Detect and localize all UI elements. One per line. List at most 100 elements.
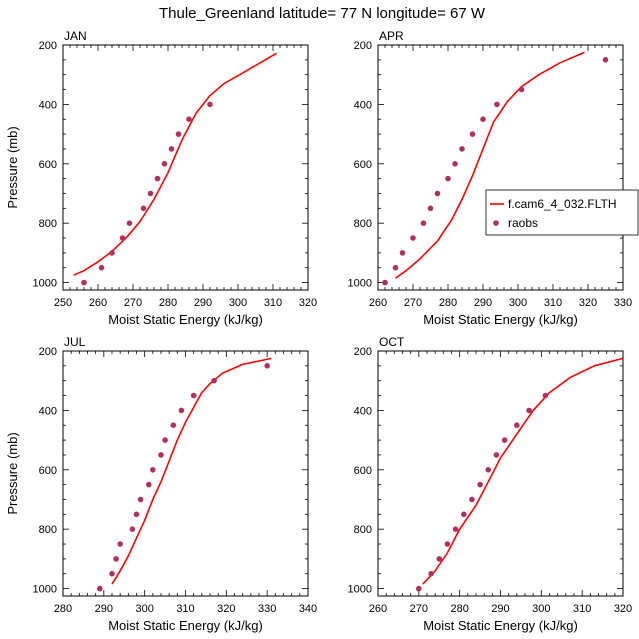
legend-obs-label: raobs <box>508 216 538 230</box>
raobs-point <box>452 526 459 532</box>
x-tick-label: 310 <box>544 297 562 309</box>
x-tick-label: 300 <box>532 603 550 615</box>
raobs-point <box>162 437 168 443</box>
raobs-point <box>186 116 192 122</box>
raobs-point <box>117 541 123 547</box>
legend-model-label: f.cam6_4_032.FLTH <box>508 197 617 211</box>
raobs-point <box>119 235 126 241</box>
raobs-point <box>420 220 427 226</box>
raobs-point <box>461 511 467 518</box>
y-tick-label: 200 <box>354 40 372 52</box>
raobs-point <box>452 161 458 167</box>
y-tick-label: 1000 <box>33 278 57 290</box>
raobs-point <box>444 541 451 547</box>
x-axis-label: Moist Static Energy (kJ/kg) <box>423 618 578 633</box>
raobs-point <box>542 392 549 399</box>
y-tick-label: 400 <box>39 405 57 417</box>
raobs-point <box>436 556 443 562</box>
y-axis-label: Pressure (mb) <box>5 126 20 208</box>
raobs-point <box>175 131 182 137</box>
raobs-point <box>469 496 475 503</box>
legend: f.cam6_4_032.FLTH raobs <box>485 189 639 236</box>
x-tick-label: 310 <box>176 603 194 615</box>
raobs-point <box>109 250 115 256</box>
x-tick-label: 300 <box>229 297 247 309</box>
raobs-point <box>445 175 451 182</box>
x-tick-label: 300 <box>135 603 153 615</box>
x-tick-label: 280 <box>54 603 72 615</box>
y-tick-label: 600 <box>354 465 372 477</box>
x-tick-label: 280 <box>450 603 468 615</box>
raobs-point <box>602 57 609 63</box>
y-tick-label: 600 <box>354 159 372 171</box>
legend-box <box>485 189 639 236</box>
y-tick-label: 1000 <box>33 584 57 596</box>
y-tick-label: 600 <box>39 465 57 477</box>
raobs-point <box>480 116 486 122</box>
x-tick-label: 270 <box>404 297 422 309</box>
raobs-point <box>154 175 161 182</box>
raobs-point <box>170 422 177 429</box>
plot-frame <box>62 350 309 597</box>
raobs-point <box>493 452 500 458</box>
panel-label: JUL <box>64 335 86 349</box>
y-tick-label: 400 <box>39 99 57 111</box>
raobs-point <box>410 235 416 241</box>
raobs-point <box>146 481 152 488</box>
raobs-point <box>158 452 164 458</box>
x-axis-label: Moist Static Energy (kJ/kg) <box>108 618 263 633</box>
y-tick-label: 400 <box>354 99 372 111</box>
x-tick-label: 340 <box>299 603 317 615</box>
x-tick-label: 260 <box>89 297 107 309</box>
x-tick-label: 290 <box>474 297 492 309</box>
x-tick-label: 300 <box>509 297 527 309</box>
model-series-line <box>422 357 624 585</box>
raobs-point <box>168 146 175 152</box>
y-tick-label: 200 <box>354 346 372 358</box>
x-axis-label: Moist Static Energy (kJ/kg) <box>108 312 263 327</box>
x-tick-label: 320 <box>217 603 235 615</box>
model-series-line <box>73 52 277 276</box>
raobs-point <box>428 570 434 577</box>
raobs-point <box>501 437 508 443</box>
raobs-point <box>113 556 119 562</box>
x-tick-label: 290 <box>491 603 509 615</box>
panel-oct: 260 270 280 290 300 310 320 200 400 600 800 1000 OCT… <box>348 335 633 633</box>
x-tick-label: 260 <box>369 603 387 615</box>
raobs-point <box>416 585 422 592</box>
raobs-point <box>514 422 520 429</box>
plot-frame <box>62 44 309 291</box>
y-tick-label: 1000 <box>348 278 372 290</box>
x-tick-label: 320 <box>579 297 597 309</box>
y-tick-label: 200 <box>39 346 57 358</box>
raobs-point <box>97 585 103 592</box>
panel-label: APR <box>379 29 404 43</box>
plot-frame <box>377 44 624 291</box>
y-tick-label: 800 <box>39 218 57 230</box>
raobs-point <box>133 511 140 518</box>
panel-jan: 250 260 270 280 290 300 310 320 200 400 600 800 1000… <box>5 29 317 327</box>
raobs-point <box>207 101 213 108</box>
x-tick-label: 250 <box>54 297 72 309</box>
raobs-point <box>109 570 115 577</box>
raobs-point <box>178 407 185 414</box>
raobs-point <box>140 205 147 212</box>
raobs-point <box>434 190 441 197</box>
figure-title: Thule_Greenland latitude= 77 N longitude… <box>159 5 486 22</box>
panel-label: JAN <box>64 29 87 43</box>
raobs-point <box>427 205 434 212</box>
x-tick-label: 280 <box>159 297 177 309</box>
x-tick-label: 270 <box>124 297 142 309</box>
raobs-point <box>264 363 271 369</box>
raobs-point <box>137 496 144 503</box>
x-tick-label: 290 <box>194 297 212 309</box>
x-axis-label: Moist Static Energy (kJ/kg) <box>423 312 578 327</box>
raobs-point <box>126 220 133 226</box>
raobs-point <box>211 377 217 384</box>
y-tick-label: 1000 <box>348 584 372 596</box>
raobs-point <box>469 131 476 137</box>
x-tick-label: 290 <box>95 603 113 615</box>
model-series-line <box>395 51 585 279</box>
y-tick-label: 200 <box>39 40 57 52</box>
